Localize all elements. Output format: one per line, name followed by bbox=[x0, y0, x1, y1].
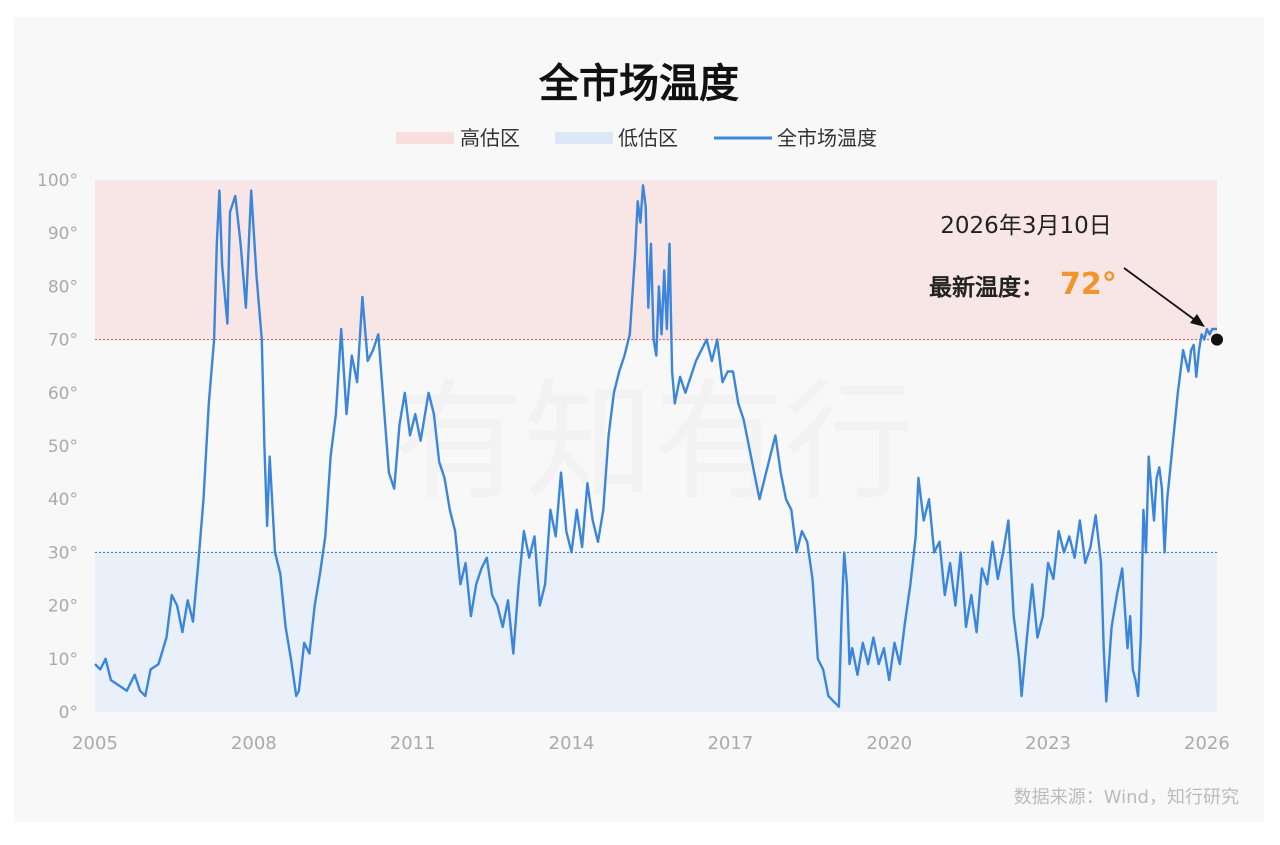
annotation-date: 2026年3月10日 bbox=[940, 213, 1111, 239]
y-tick-label: 80° bbox=[48, 277, 78, 297]
chart-card: 有知有行 全市场温度 高估区 低估区 全市场温度 0° 10° 20° 30° 40° 5… bbox=[14, 17, 1264, 822]
y-axis: 0° 10° 20° 30° 40° 50° 60° 70° 80° 90° 100° bbox=[37, 171, 78, 723]
x-tick-label: 2005 bbox=[72, 733, 118, 754]
legend: 高估区 低估区 全市场温度 bbox=[396, 126, 877, 150]
annotation-point bbox=[1211, 333, 1223, 346]
y-tick-label: 20° bbox=[48, 597, 78, 617]
y-tick-label: 50° bbox=[48, 437, 78, 457]
annotation-arrow bbox=[1123, 267, 1200, 324]
y-tick-label: 30° bbox=[48, 543, 78, 563]
legend-swatch-low bbox=[555, 132, 613, 144]
legend-label-low: 低估区 bbox=[618, 126, 678, 150]
legend-swatch-high bbox=[396, 132, 454, 144]
y-tick-label: 60° bbox=[48, 384, 78, 404]
x-tick-label: 2011 bbox=[390, 733, 436, 754]
x-tick-label: 2026 bbox=[1184, 733, 1230, 754]
y-tick-label: 40° bbox=[48, 490, 78, 510]
annotation-value: 72° bbox=[1060, 267, 1117, 302]
legend-label-series: 全市场温度 bbox=[777, 126, 877, 150]
x-tick-label: 2023 bbox=[1025, 733, 1071, 754]
chart-title: 全市场温度 bbox=[538, 61, 739, 107]
annotation-arrow-head bbox=[1190, 314, 1205, 327]
source-text: 数据来源：Wind，知行研究 bbox=[1014, 787, 1239, 808]
y-tick-label: 0° bbox=[59, 703, 78, 723]
y-tick-label: 90° bbox=[48, 224, 78, 244]
high-zone-band bbox=[95, 180, 1217, 340]
y-tick-label: 70° bbox=[48, 331, 78, 351]
chart-svg: 有知有行 全市场温度 高估区 低估区 全市场温度 0° 10° 20° 30° 40° 5… bbox=[37, 61, 1239, 808]
legend-label-high: 高估区 bbox=[460, 126, 520, 150]
y-tick-label: 10° bbox=[48, 650, 78, 670]
x-tick-label: 2020 bbox=[866, 733, 912, 754]
low-zone-band bbox=[95, 552, 1217, 712]
x-tick-label: 2014 bbox=[549, 733, 595, 754]
y-tick-label: 100° bbox=[37, 171, 78, 191]
annotation: 2026年3月10日 最新温度： 72° bbox=[929, 213, 1223, 346]
x-tick-label: 2008 bbox=[231, 733, 277, 754]
x-axis: 2005 2008 2011 2014 2017 2020 2023 2026 bbox=[72, 733, 1230, 754]
watermark-text: 有知有行 bbox=[394, 366, 914, 518]
x-tick-label: 2017 bbox=[707, 733, 753, 754]
annotation-line: 最新温度： bbox=[929, 274, 1044, 301]
annotation-label: 最新温度： bbox=[929, 274, 1044, 301]
series-line-market-temperature bbox=[94, 184, 1217, 708]
